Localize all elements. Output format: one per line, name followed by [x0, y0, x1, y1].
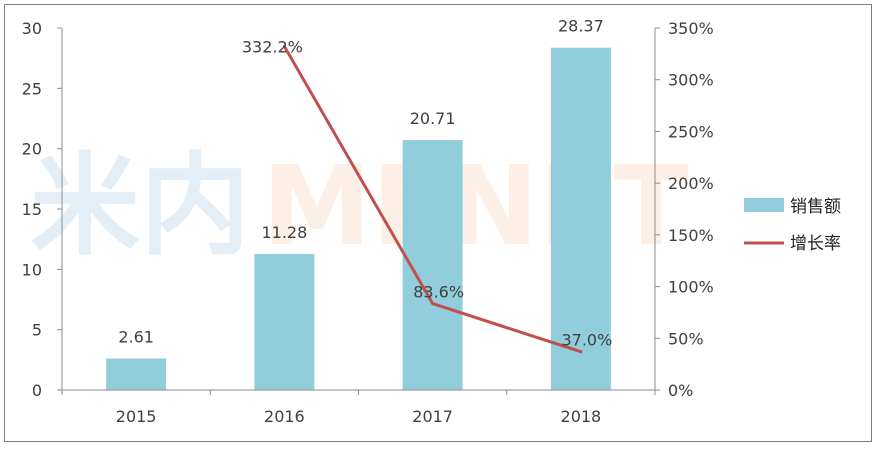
y-right-tick-label: 250% — [668, 122, 714, 141]
y-left-tick-label: 20 — [22, 140, 42, 159]
y-right-tick-label: 100% — [668, 278, 714, 297]
y-right-tick-label: 150% — [668, 226, 714, 245]
axes: 0510152025300%50%100%150%200%250%300%350… — [22, 19, 714, 426]
y-left-tick-label: 5 — [32, 321, 42, 340]
y-right-tick-label: 0% — [668, 381, 693, 400]
bar-value-label: 28.37 — [558, 17, 604, 36]
x-tick-label: 2016 — [264, 407, 305, 426]
bar-2018 — [550, 47, 611, 390]
watermark-logo-text: 米内 — [30, 142, 250, 270]
x-tick-label: 2017 — [412, 407, 453, 426]
legend-line-label: 增长率 — [790, 234, 841, 254]
bar-2016 — [254, 253, 315, 390]
growth-rate-point — [579, 350, 583, 354]
bar-value-label: 2.61 — [118, 328, 154, 347]
y-left-tick-label: 15 — [22, 200, 42, 219]
bar-value-label: 11.28 — [261, 223, 307, 242]
y-right-tick-label: 350% — [668, 19, 714, 38]
y-right-tick-label: 300% — [668, 71, 714, 90]
y-left-tick-label: 10 — [22, 260, 42, 279]
y-right-tick-label: 200% — [668, 174, 714, 193]
y-left-tick-label: 0 — [32, 381, 42, 400]
chart-frame — [4, 4, 872, 442]
bar-2017 — [402, 140, 463, 390]
y-left-tick-label: 30 — [22, 19, 42, 38]
growth-rate-label: 37.0% — [561, 331, 612, 350]
line-series — [282, 44, 583, 354]
x-tick-label: 2015 — [116, 407, 157, 426]
growth-rate-point — [282, 44, 286, 48]
bar-2015 — [106, 358, 167, 390]
growth-rate-label: 332.2% — [242, 37, 303, 56]
legend-bar-label: 销售额 — [790, 197, 841, 217]
watermark-brand-text: MENET — [262, 142, 689, 270]
data-labels: 2.61 11.28 20.71 28.37 332.2% 83.6% 37.0% — [118, 17, 612, 350]
y-right-tick-label: 50% — [668, 329, 704, 348]
x-tick-label: 2018 — [561, 407, 602, 426]
bar-series — [106, 47, 611, 390]
growth-rate-point — [431, 302, 435, 306]
menet-watermark: 米内 MENET — [30, 142, 689, 270]
y-left-tick-label: 25 — [22, 79, 42, 98]
bar-value-label: 20.71 — [410, 109, 456, 128]
growth-rate-label: 83.6% — [413, 283, 464, 302]
legend-bar-swatch — [744, 198, 784, 212]
